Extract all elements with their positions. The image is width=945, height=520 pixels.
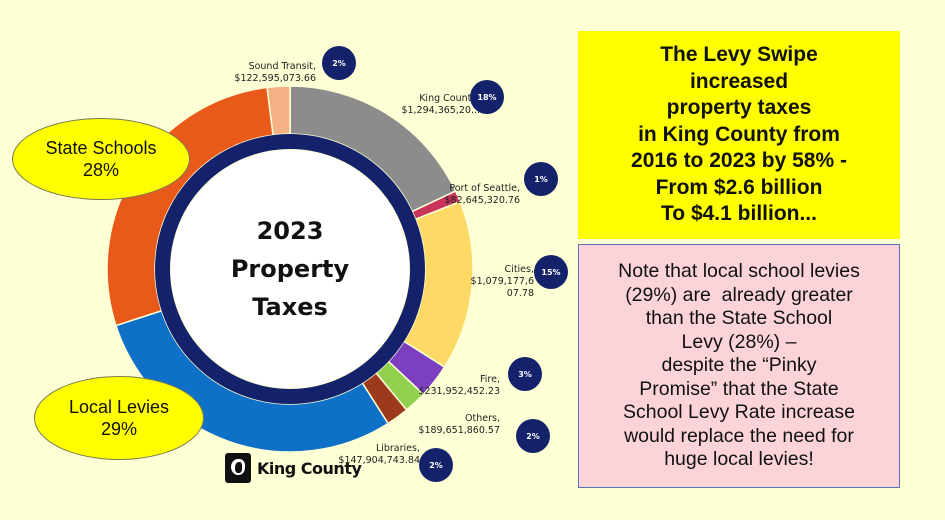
center-title-line: Taxes xyxy=(252,293,328,321)
slice-label-line: $147,904,743.84 xyxy=(338,455,420,466)
slice-label-line: Cities, xyxy=(504,264,534,275)
slice-label-line: $122,595,073.66 xyxy=(234,73,316,84)
center-title-line: Property xyxy=(230,255,350,283)
percent-badge-others: 2% xyxy=(516,419,550,453)
headline-line: 2016 to 2023 by 58% - xyxy=(631,149,847,173)
slice-label-line: $1,079,177,6 xyxy=(470,276,534,287)
slice-label-port-of-seattle: Port of Seattle, $82,645,320.76 xyxy=(420,183,520,207)
local-levies-callout-percent: 29% xyxy=(100,419,138,439)
local-levies-callout: Local Levies 29% xyxy=(34,376,204,460)
headline-text: The Levy Swipe increased property taxes in … xyxy=(631,42,847,228)
note-line: despite the “Pinky xyxy=(661,354,817,377)
percent-badge-sound-transit: 2% xyxy=(322,46,356,80)
note-line: would replace the need for xyxy=(624,424,854,447)
headline-line: in King County from xyxy=(638,122,840,146)
percent-badge-king-county: 18% xyxy=(470,80,504,114)
local-levies-callout-title: Local Levies xyxy=(68,397,170,417)
slice-label-line: Port of Seattle, xyxy=(449,183,520,194)
note-line: Promise” that the State xyxy=(639,377,839,400)
slice-label-sound-transit: Sound Transit, $122,595,073.66 xyxy=(216,61,316,85)
headline-box: The Levy Swipe increased property taxes in … xyxy=(578,31,900,239)
slice-label-libraries: Libraries, $147,904,743.84 xyxy=(320,443,420,467)
chart-center-title: 2023 Property Taxes xyxy=(175,212,405,326)
note-line: Levy (28%) – xyxy=(681,330,797,353)
slice-label-fire: Fire, $231,952,452.23 xyxy=(400,374,500,398)
slice-label-line: Sound Transit, xyxy=(248,61,316,72)
inner-ring xyxy=(155,134,425,404)
slice-label-line: $1,294,365,20... xyxy=(401,105,480,116)
headline-line: property taxes xyxy=(666,96,812,120)
chart-center xyxy=(171,150,409,388)
headline-line: increased xyxy=(689,69,789,93)
note-text: Note that local school levies (29%) are a… xyxy=(618,260,860,472)
slice-label-line: $231,952,452.23 xyxy=(418,386,500,397)
state-schools-callout-title: State Schools xyxy=(45,138,157,158)
state-schools-callout: State Schools 28% xyxy=(12,118,190,200)
percent-badge-libraries: 2% xyxy=(419,448,453,482)
percent-badge-port-of-seattle: 1% xyxy=(524,162,558,196)
slice-label-line: King County, xyxy=(419,93,480,104)
king-county-logo: King County xyxy=(225,453,362,483)
headline-line: The Levy Swipe xyxy=(660,43,818,67)
note-line: School Levy Rate increase xyxy=(623,401,855,424)
note-box: Note that local school levies (29%) are a… xyxy=(578,244,900,488)
note-line: (29%) are already greater xyxy=(625,283,853,306)
slice-label-cities: Cities, $1,079,177,6 07.78 xyxy=(434,264,534,300)
slice-label-line: $189,651,860.57 xyxy=(418,425,500,436)
slice-label-line: 07.78 xyxy=(506,288,534,299)
note-line: huge local levies! xyxy=(664,448,814,471)
note-line: Note that local school levies xyxy=(618,260,860,283)
king-county-logo-icon xyxy=(225,453,251,483)
percent-badge-cities: 15% xyxy=(534,255,568,289)
percent-badge-fire: 3% xyxy=(508,357,542,391)
slice-label-king-county: King County, $1,294,365,20... xyxy=(380,93,480,117)
state-schools-callout-percent: 28% xyxy=(82,160,120,180)
center-title-line: 2023 xyxy=(256,217,324,245)
note-line: than the State School xyxy=(645,307,833,330)
slice-label-line: Others, xyxy=(465,413,500,424)
headline-line: To $4.1 billion... xyxy=(661,202,817,226)
king-county-logo-text: King County xyxy=(257,458,362,478)
slice-label-others: Others, $189,651,860.57 xyxy=(400,413,500,437)
slice-label-line: $82,645,320.76 xyxy=(444,195,520,206)
headline-line: From $2.6 billion xyxy=(655,175,823,199)
slice-label-line: Libraries, xyxy=(375,443,420,454)
slice-label-line: Fire, xyxy=(480,374,500,385)
